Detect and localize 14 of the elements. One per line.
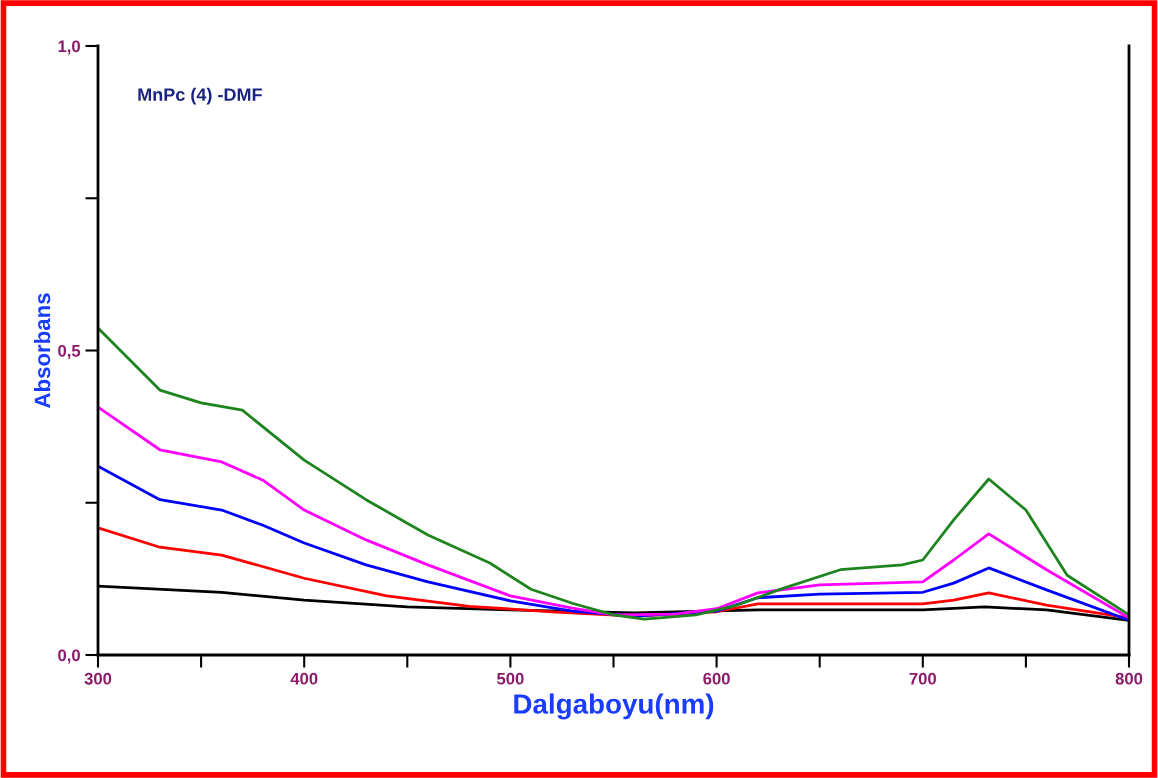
x-tick-label: 500 <box>497 672 524 685</box>
line-series <box>98 405 1129 620</box>
y-tick-label: 0,0 <box>58 649 80 664</box>
x-tick-label: 300 <box>84 672 112 685</box>
annotation: MnPc (4) -DMF <box>138 87 262 105</box>
y-tick-label: 0,5 <box>58 344 81 360</box>
line-series <box>98 326 1129 621</box>
y-axis-title: Absorbans <box>33 293 51 408</box>
x-tick-label: 800 <box>1115 672 1143 685</box>
x-axis-title: Dalgaboyu(nm) <box>514 693 714 720</box>
x-tick-label: 400 <box>290 672 318 685</box>
y-tick-label: 1,0 <box>58 40 80 55</box>
x-tick-label: 700 <box>909 672 937 685</box>
x-tick-label: 600 <box>703 672 730 685</box>
